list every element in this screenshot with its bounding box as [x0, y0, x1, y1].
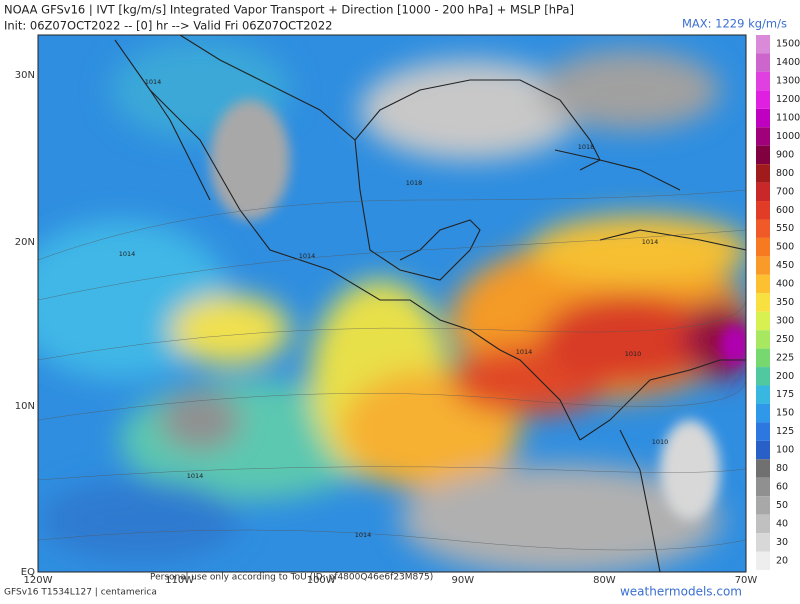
colorbar-label: 300: [776, 315, 794, 326]
colorbar-label: 40: [776, 518, 788, 529]
colorbar-label: 900: [776, 149, 794, 160]
colorbar-label: 150: [776, 408, 794, 419]
colorbar-label: 550: [776, 223, 794, 234]
colorbar-swatch: [756, 533, 770, 552]
colorbar-label: 1500: [776, 39, 800, 50]
isobar-label: 1010: [652, 438, 669, 446]
longitude-label: 90W: [451, 575, 474, 586]
colorbar-swatch: [756, 182, 770, 202]
colorbar-label: 225: [776, 352, 794, 363]
map-frame: [37, 34, 747, 573]
colorbar-swatch: [756, 496, 770, 515]
colorbar-label: 500: [776, 242, 794, 253]
colorbar-swatch: [756, 90, 770, 109]
colorbar-swatch: [756, 201, 770, 220]
colorbar-swatch: [756, 71, 770, 91]
colorbar-label: 1400: [776, 57, 800, 68]
colorbar-swatch: [756, 422, 770, 441]
isobar-label: 1018: [578, 143, 595, 151]
colorbar-label: 50: [776, 500, 788, 511]
colorbar-label: 250: [776, 334, 794, 345]
colorbar-swatch: [756, 108, 770, 128]
isobar-label: 1018: [406, 179, 423, 187]
latitude-label: 30N: [15, 70, 35, 81]
colorbar-swatch: [756, 440, 770, 460]
ivt-field: [38, 35, 746, 572]
colorbar-swatch: [756, 274, 770, 294]
colorbar-label: 20: [776, 555, 788, 566]
colorbar-label: 1100: [776, 113, 800, 124]
colorbar-swatch: [756, 403, 770, 423]
colorbar-swatch: [756, 35, 770, 54]
isobar-label: 1014: [145, 78, 162, 86]
colorbar-label: 600: [776, 205, 794, 216]
max-value: MAX: 1229 kg/m/s: [682, 17, 787, 31]
colorbar-swatch: [756, 53, 770, 72]
usage-notice: Personal use only according to ToU (ID: …: [150, 573, 433, 583]
colorbar-swatch: [756, 514, 770, 534]
colorbar-label: 1000: [776, 131, 800, 142]
latitude-label: 10N: [15, 401, 35, 412]
longitude-label: 110W: [165, 575, 194, 586]
latitude-label: 20N: [15, 237, 35, 248]
colorbar-label: 1200: [776, 94, 800, 105]
latitude-label: EQ: [21, 567, 35, 578]
isobar-label: 1014: [516, 348, 533, 356]
colorbar-swatch: [756, 256, 770, 275]
colorbar-swatch: [756, 330, 770, 349]
colorbar-swatch: [756, 164, 770, 183]
colorbar-label: 700: [776, 186, 794, 197]
isobar-label: 1014: [355, 531, 372, 539]
colorbar-swatch: [756, 459, 770, 478]
colorbar-swatch: [756, 311, 770, 331]
colorbar-label: 175: [776, 389, 794, 400]
colorbar-label: 800: [776, 168, 794, 179]
colorbar-label: 30: [776, 537, 788, 548]
colorbar-swatch: [756, 237, 770, 257]
colorbar-label: 1300: [776, 76, 800, 87]
model-info: GFSv16 T1534L127 | centamerica: [4, 588, 157, 598]
colorbar-swatch: [756, 348, 770, 368]
colorbar-swatch: [756, 367, 770, 386]
isobar-label: 1014: [187, 472, 204, 480]
colorbar-swatch: [756, 293, 770, 312]
colorbar-swatch: [756, 219, 770, 238]
colorbar-label: 60: [776, 481, 788, 492]
map-title: NOAA GFSv16 | IVT [kg/m/s] Integrated Va…: [4, 3, 574, 17]
colorbar-swatch: [756, 551, 770, 570]
isobar-label: 1014: [299, 252, 316, 260]
colorbar-swatch: [756, 477, 770, 497]
init-time: Init: 06Z07OCT2022 -- [0] hr --> Valid F…: [4, 19, 333, 33]
colorbar-label: 400: [776, 279, 794, 290]
colorbar-label: 450: [776, 260, 794, 271]
colorbar-label: 100: [776, 445, 794, 456]
isobar-label: 1014: [642, 238, 659, 246]
colorbar-swatch: [756, 385, 770, 404]
colorbar-label: 350: [776, 297, 794, 308]
longitude-label: 70W: [735, 575, 758, 586]
isobar-label: 1014: [119, 250, 136, 258]
colorbar-swatch: [756, 127, 770, 146]
colorbar-label: 200: [776, 371, 794, 382]
longitude-label: 100W: [307, 575, 336, 586]
colorbar-swatch: [756, 145, 770, 165]
isobar-label: 1010: [625, 350, 642, 358]
longitude-label: 120W: [24, 575, 53, 586]
longitude-label: 80W: [593, 575, 616, 586]
colorbar-label: 80: [776, 463, 788, 474]
colorbar-label: 125: [776, 426, 794, 437]
site-name: weathermodels.com: [620, 585, 742, 599]
